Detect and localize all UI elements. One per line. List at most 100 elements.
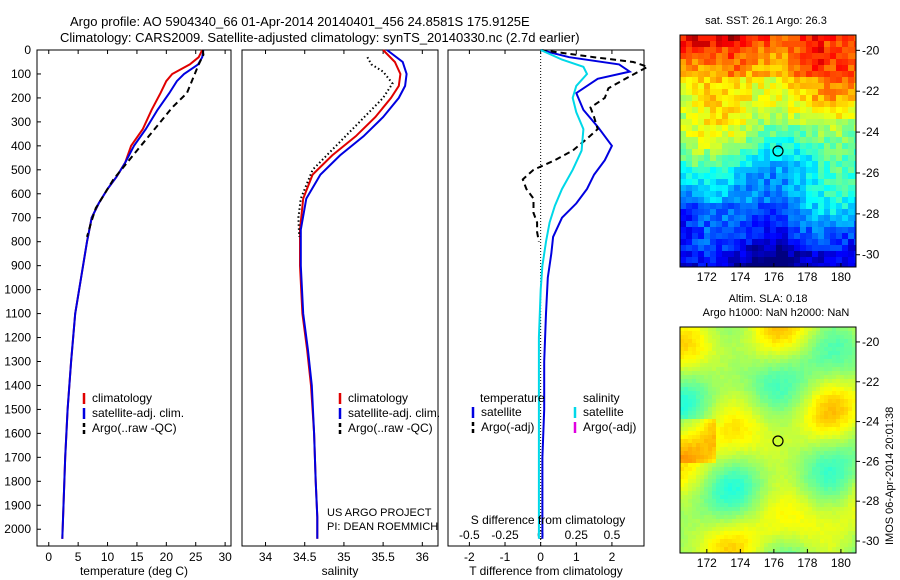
map-cell xyxy=(844,383,848,387)
map-cell xyxy=(688,535,692,539)
map-cell xyxy=(824,383,828,387)
map-cell xyxy=(696,459,700,463)
map-cell xyxy=(848,143,854,149)
map-cell xyxy=(696,519,700,523)
map-cell xyxy=(772,395,776,399)
map-cell xyxy=(816,471,820,475)
map-cell xyxy=(692,495,696,499)
map-cell xyxy=(732,523,736,527)
map-cell xyxy=(820,375,824,379)
map-cell xyxy=(758,95,764,101)
map-cell xyxy=(748,519,752,523)
latitude-label: -22 xyxy=(862,375,880,389)
map-cell xyxy=(728,483,732,487)
map-cell xyxy=(828,467,832,471)
map-cell xyxy=(752,471,756,475)
map-cell xyxy=(728,339,732,343)
map-cell xyxy=(768,463,772,467)
map-cell xyxy=(792,395,796,399)
map-cell xyxy=(688,503,692,507)
map-cell xyxy=(782,59,788,65)
map-cell xyxy=(684,519,688,523)
map-cell xyxy=(808,395,812,399)
map-cell xyxy=(732,391,736,395)
map-cell xyxy=(704,327,708,331)
map-cell xyxy=(794,191,800,197)
map-cell xyxy=(716,95,722,101)
map-cell xyxy=(722,197,728,203)
map-cell xyxy=(792,375,796,379)
map-cell xyxy=(756,495,760,499)
map-cell xyxy=(700,535,704,539)
map-cell xyxy=(684,451,688,455)
map-cell xyxy=(772,407,776,411)
map-cell xyxy=(756,351,760,355)
map-cell xyxy=(760,347,764,351)
map-cell xyxy=(776,415,780,419)
map-cell xyxy=(788,257,794,263)
map-cell xyxy=(684,487,688,491)
map-cell xyxy=(712,495,716,499)
map-cell xyxy=(692,41,698,47)
map-cell xyxy=(844,471,848,475)
map-cell xyxy=(770,245,776,251)
map-cell xyxy=(764,203,770,209)
map-cell xyxy=(824,531,828,535)
map-cell xyxy=(808,495,812,499)
map-cell xyxy=(760,547,764,551)
map-cell xyxy=(734,89,740,95)
map-cell xyxy=(732,459,736,463)
map-cell xyxy=(692,161,698,167)
map-cell xyxy=(752,387,756,391)
map-cell xyxy=(720,487,724,491)
map-cell xyxy=(836,125,842,131)
map-cell xyxy=(848,257,854,263)
map-cell xyxy=(758,197,764,203)
map-cell xyxy=(824,355,828,359)
map-cell xyxy=(684,475,688,479)
map-cell xyxy=(842,149,848,155)
map-cell xyxy=(680,391,684,395)
map-cell xyxy=(712,379,716,383)
map-cell xyxy=(708,343,712,347)
map-cell xyxy=(772,499,776,503)
map-cell xyxy=(808,375,812,379)
map-cell xyxy=(728,415,732,419)
legend-label: satellite-adj. clim. xyxy=(348,406,440,420)
map-cell xyxy=(704,427,708,431)
map-cell xyxy=(728,411,732,415)
map-cell xyxy=(712,359,716,363)
map-cell xyxy=(734,245,740,251)
map-cell xyxy=(722,125,728,131)
map-cell xyxy=(764,327,768,331)
map-cell xyxy=(764,531,768,535)
map-cell xyxy=(752,143,758,149)
map-cell xyxy=(828,471,832,475)
map-cell xyxy=(736,423,740,427)
map-cell xyxy=(700,355,704,359)
map-cell xyxy=(760,367,764,371)
map-cell xyxy=(692,551,696,553)
map-cell xyxy=(796,379,800,383)
map-cell xyxy=(804,367,808,371)
map-cell xyxy=(752,107,758,113)
map-cell xyxy=(696,495,700,499)
map-cell xyxy=(852,543,856,547)
map-cell xyxy=(736,355,740,359)
map-cell xyxy=(812,89,818,95)
map-cell xyxy=(776,479,780,483)
map-cell xyxy=(796,479,800,483)
map-cell xyxy=(804,359,808,363)
map-cell xyxy=(698,89,704,95)
map-cell xyxy=(820,351,824,355)
map-cell xyxy=(716,179,722,185)
map-cell xyxy=(824,359,828,363)
map-cell xyxy=(732,367,736,371)
map-cell xyxy=(760,435,764,439)
map-cell xyxy=(818,209,824,215)
map-cell xyxy=(812,125,818,131)
map-cell xyxy=(844,335,848,339)
map-cell xyxy=(788,491,792,495)
map-cell xyxy=(842,131,848,137)
map-cell xyxy=(816,387,820,391)
